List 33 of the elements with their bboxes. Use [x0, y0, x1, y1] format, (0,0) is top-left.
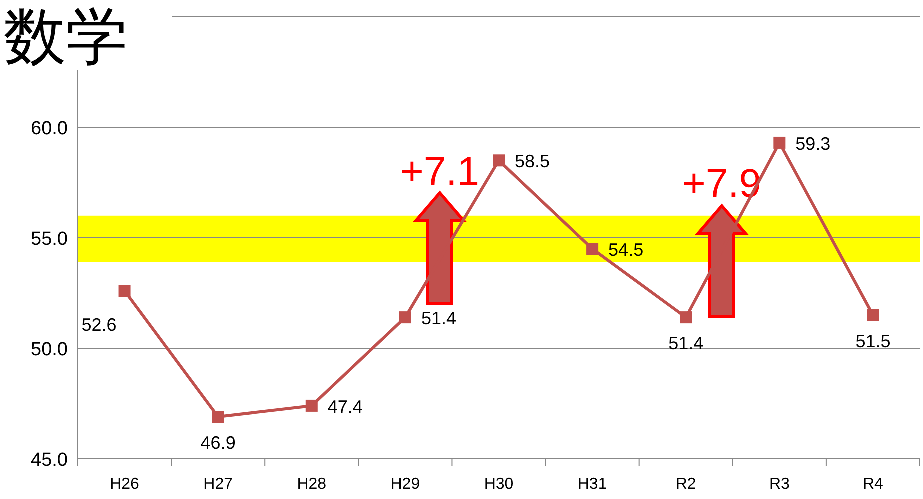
point	[399, 312, 412, 324]
x-tick-label: H30	[484, 476, 514, 493]
point	[680, 312, 692, 324]
x-tick-label: R3	[769, 476, 790, 493]
y-tick-label: 60.0	[31, 118, 68, 140]
annotation: +7.1	[400, 150, 480, 194]
data-label: 59.3	[796, 134, 831, 154]
x-tick-label: H26	[110, 476, 140, 493]
point	[118, 285, 131, 298]
data-label: 51.4	[421, 308, 456, 329]
x-tick-label: R2	[676, 476, 696, 493]
x-tick-label: H29	[390, 476, 420, 493]
point	[306, 400, 318, 412]
point	[867, 309, 880, 322]
x-tick-label: H31	[578, 476, 608, 493]
y-tick-label: 55.0	[31, 229, 68, 250]
data-label: 51.5	[856, 331, 891, 352]
data-label: 51.4	[668, 334, 704, 354]
point	[212, 411, 224, 424]
data-label: 58.5	[515, 152, 550, 172]
chart-title: 数学	[4, 3, 128, 72]
point	[774, 136, 786, 149]
y-tick-label: 50.0	[31, 340, 68, 360]
x-tick-label: R4	[862, 476, 884, 493]
point	[586, 243, 599, 256]
x-tick-label: H27	[204, 476, 234, 493]
data-label: 54.5	[608, 240, 644, 260]
x-tick-label: H28	[297, 476, 327, 493]
point	[493, 154, 505, 167]
y-tick-label: 45.0	[31, 450, 68, 471]
data-label: 52.6	[82, 315, 117, 336]
data-label: 46.9	[200, 433, 236, 454]
data-label: 47.4	[328, 396, 363, 417]
